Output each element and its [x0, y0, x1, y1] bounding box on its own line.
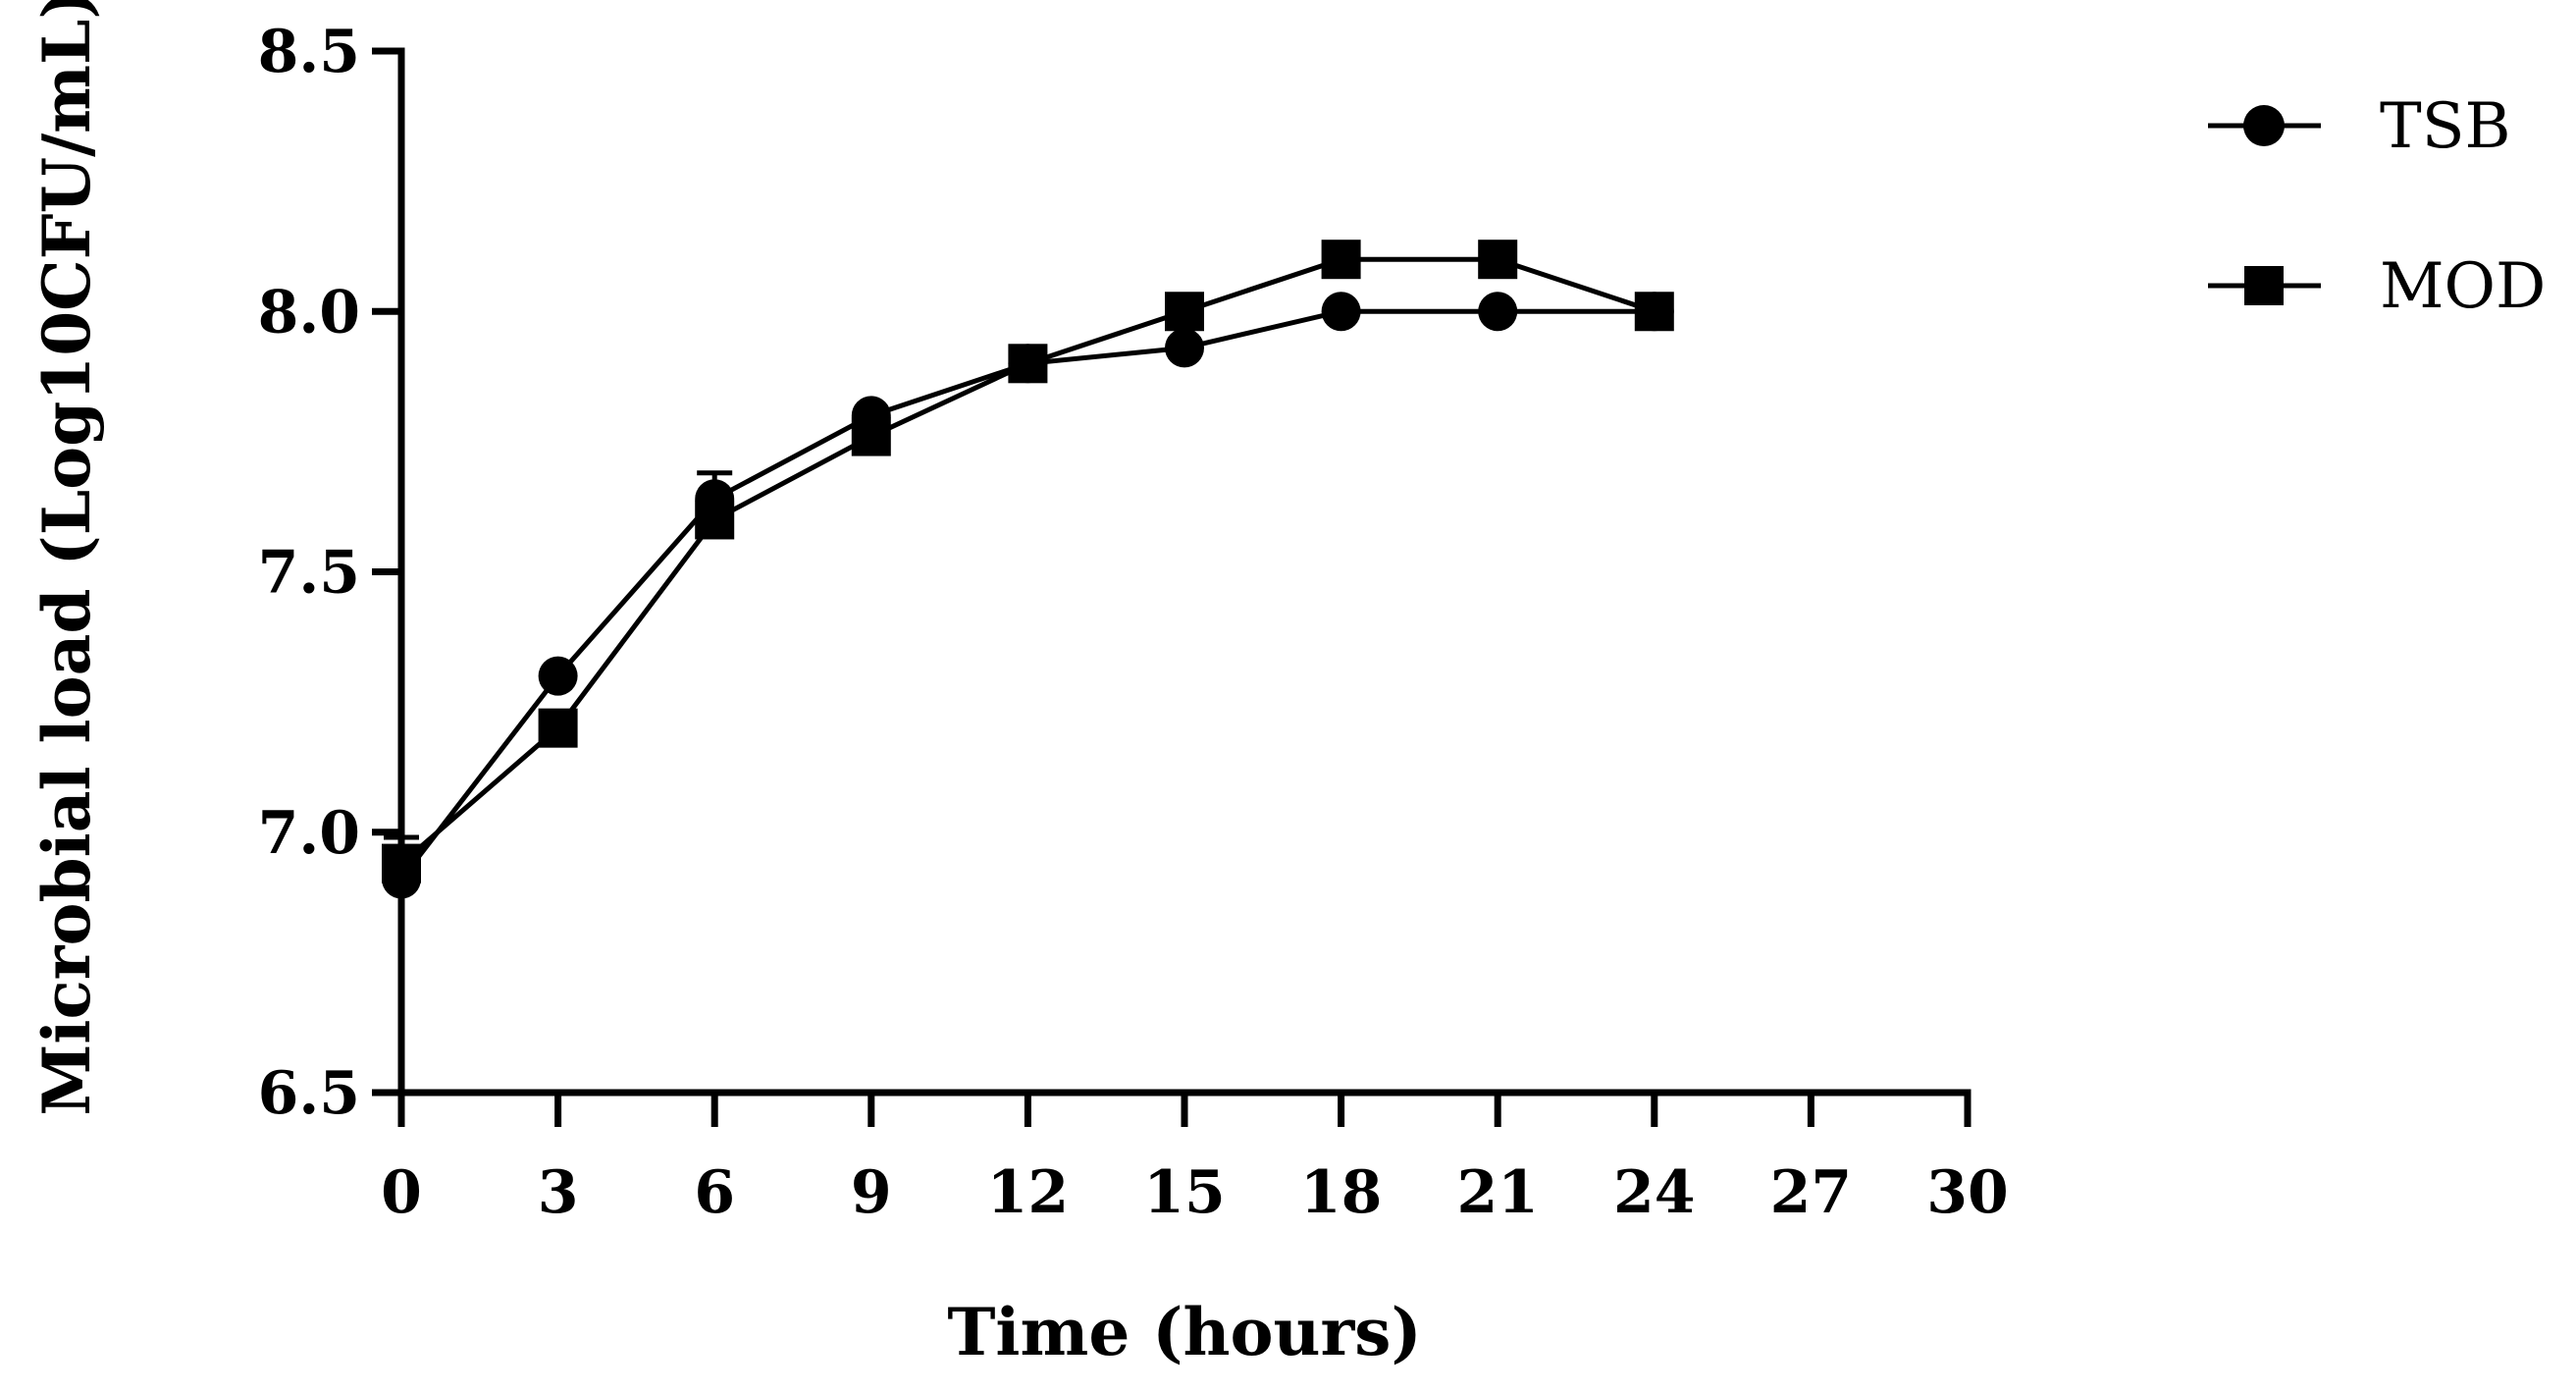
legend-marker-circle	[2243, 105, 2285, 146]
data-point-mod	[538, 708, 578, 748]
series-line-tsb	[399, 308, 1655, 882]
x-tick-label: 21	[1456, 1158, 1539, 1227]
y-tick-label: 7.0	[258, 799, 360, 868]
x-axis-title: Time (hours)	[947, 1294, 1421, 1370]
x-tick-label: 30	[1926, 1158, 2009, 1227]
data-point-mod	[695, 500, 735, 540]
data-point-mod	[1008, 344, 1048, 384]
x-tick-label: 27	[1770, 1158, 1853, 1227]
series-layer	[382, 240, 1674, 899]
x-axis-ticks: 0 3 6 9 12 15 18 21 24 27 30	[381, 1093, 2009, 1227]
y-axis-ticks: 6.5 7.0 7.5 8.0 8.5	[258, 18, 401, 1128]
y-tick-label: 6.5	[258, 1059, 360, 1128]
data-point-mod	[1478, 240, 1518, 280]
data-point-mod	[1634, 292, 1674, 332]
x-tick-label: 18	[1300, 1158, 1383, 1227]
legend-marker-square	[2244, 266, 2284, 305]
legend-label-mod: MOD	[2380, 250, 2546, 323]
data-point-tsb	[1478, 292, 1518, 332]
data-point-mod	[851, 416, 891, 456]
x-tick-label: 24	[1613, 1158, 1696, 1227]
x-tick-label: 6	[694, 1158, 735, 1227]
x-tick-label: 0	[381, 1158, 422, 1227]
data-point-tsb	[1165, 328, 1204, 368]
legend-item-mod: MOD	[2208, 250, 2546, 323]
legend-item-tsb: TSB	[2208, 90, 2511, 163]
data-point-mod	[1165, 292, 1204, 332]
x-tick-label: 12	[987, 1158, 1070, 1227]
x-tick-label: 3	[538, 1158, 579, 1227]
x-tick-label: 9	[851, 1158, 892, 1227]
legend-label-tsb: TSB	[2380, 90, 2511, 163]
series-mod	[382, 240, 1674, 883]
data-point-tsb	[1321, 292, 1361, 332]
y-tick-label: 8.0	[258, 278, 360, 347]
data-point-mod	[382, 843, 421, 883]
y-tick-label: 7.5	[258, 539, 360, 608]
data-point-tsb	[538, 656, 578, 696]
data-point-mod	[1321, 240, 1361, 280]
y-axis-title: Microbial load (Log10CFU/mL)	[28, 0, 105, 1116]
legend: TSB MOD	[2208, 90, 2546, 323]
x-tick-label: 15	[1143, 1158, 1226, 1227]
y-tick-label: 8.5	[258, 18, 360, 86]
